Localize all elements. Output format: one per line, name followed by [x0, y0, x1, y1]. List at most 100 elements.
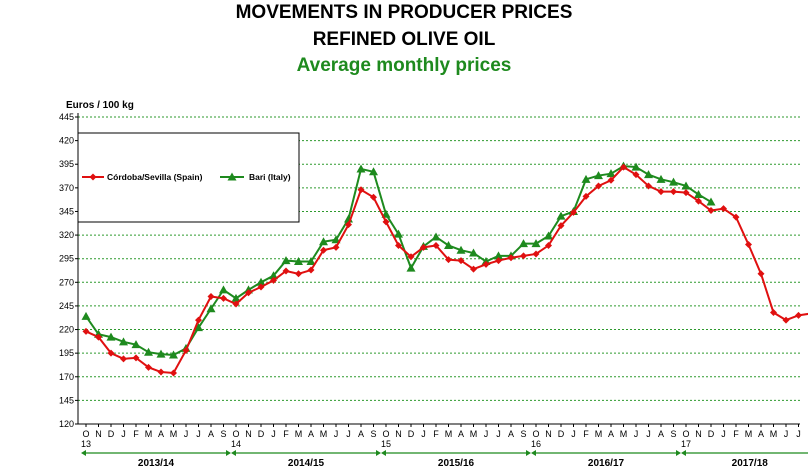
x-tick-label: N [695, 429, 702, 439]
campaign-arrow-left [81, 450, 86, 456]
x-tick-label: O [532, 429, 539, 439]
data-point-spain [632, 171, 640, 179]
y-tick-label: 395 [59, 159, 74, 169]
x-tick-label: M [295, 429, 303, 439]
data-point-spain [795, 311, 802, 319]
data-point-spain [495, 257, 502, 265]
data-point-spain [732, 213, 740, 221]
x-tick-label: D [258, 429, 265, 439]
data-point-spain [132, 354, 140, 362]
data-point-spain [432, 241, 440, 249]
data-point-spain [470, 265, 477, 273]
y-tick-label: 120 [59, 419, 74, 429]
data-point-italy [531, 239, 541, 248]
data-point-italy [231, 293, 241, 302]
x-tick-label: F [433, 429, 439, 439]
x-tick-label: S [520, 429, 526, 439]
data-point-spain [482, 260, 490, 268]
data-point-italy [156, 349, 166, 358]
y-tick-label: 270 [59, 277, 74, 287]
data-point-spain [95, 333, 102, 341]
legend [77, 132, 300, 223]
x-tick-label: O [232, 429, 239, 439]
x-year-label: 15 [381, 439, 391, 449]
data-point-spain [245, 289, 252, 297]
x-tick-label: J [496, 429, 501, 439]
x-tick-label: N [545, 429, 552, 439]
data-point-italy [669, 177, 678, 186]
x-tick-label: J [271, 429, 276, 439]
data-point-italy [394, 229, 403, 238]
data-point-italy [169, 350, 178, 359]
x-year-label: 17 [681, 439, 691, 449]
data-point-spain [182, 346, 190, 354]
x-tick-label: J [334, 429, 339, 439]
x-tick-label: J [721, 429, 726, 439]
x-tick-label: J [184, 429, 189, 439]
data-point-italy [656, 174, 666, 183]
data-point-spain [295, 270, 302, 278]
data-point-spain [607, 176, 615, 184]
x-tick-label: F [733, 429, 739, 439]
x-tick-label: M [770, 429, 778, 439]
x-tick-label: M [470, 429, 478, 439]
data-point-italy [594, 171, 603, 180]
x-year-label: 14 [231, 439, 241, 449]
legend-marker-italy [227, 172, 237, 181]
x-tick-label: N [245, 429, 252, 439]
y-tick-label: 445 [59, 112, 74, 122]
data-point-italy [644, 170, 653, 179]
x-year-label: 13 [81, 439, 91, 449]
data-point-italy [469, 248, 478, 257]
data-point-spain [770, 309, 777, 317]
x-tick-label: J [634, 429, 639, 439]
y-tick-label: 245 [59, 301, 74, 311]
data-point-spain [370, 193, 377, 201]
series-line-spain [85, 165, 808, 375]
legend-label-italy: Bari (Italy) [249, 172, 291, 182]
x-tick-label: J [346, 429, 351, 439]
data-point-spain [595, 182, 602, 190]
data-point-italy [681, 181, 691, 190]
data-point-italy [206, 304, 216, 313]
data-point-spain [270, 276, 277, 284]
data-point-italy [606, 169, 616, 178]
data-point-spain [195, 316, 202, 324]
data-point-italy [106, 332, 116, 341]
x-tick-label: D [408, 429, 415, 439]
data-point-italy [119, 337, 128, 346]
x-tick-label: S [670, 429, 676, 439]
y-tick-label: 220 [59, 325, 74, 335]
data-point-italy [444, 240, 453, 249]
data-point-spain [582, 192, 590, 200]
data-point-spain [570, 208, 577, 216]
data-point-spain [207, 292, 215, 300]
x-tick-label: M [170, 429, 178, 439]
x-tick-label: D [558, 429, 565, 439]
data-point-italy [694, 189, 703, 198]
campaign-label: 2013/14 [138, 458, 175, 469]
data-point-spain [220, 294, 227, 302]
data-point-italy [544, 231, 553, 240]
x-tick-label: M [620, 429, 628, 439]
data-point-italy [256, 277, 266, 286]
data-point-italy [269, 271, 278, 280]
data-point-spain [657, 188, 665, 196]
data-point-spain [120, 355, 127, 363]
y-tick-label: 420 [59, 136, 74, 146]
legend-marker-spain [89, 173, 97, 181]
x-tick-label: A [458, 429, 464, 439]
data-point-italy [631, 162, 641, 171]
x-tick-label: J [484, 429, 489, 439]
data-point-spain [232, 300, 240, 308]
data-point-italy [81, 311, 91, 320]
y-tick-label: 320 [59, 230, 74, 240]
x-tick-label: D [108, 429, 115, 439]
x-tick-label: J [646, 429, 651, 439]
campaign-arrow-right [376, 450, 381, 456]
x-year-label: 16 [531, 439, 541, 449]
x-tick-label: J [571, 429, 576, 439]
chart-subtitle-product: REFINED OLIVE OIL [312, 29, 496, 50]
campaign-label: 2017/18 [732, 458, 769, 469]
data-point-spain [645, 182, 652, 190]
